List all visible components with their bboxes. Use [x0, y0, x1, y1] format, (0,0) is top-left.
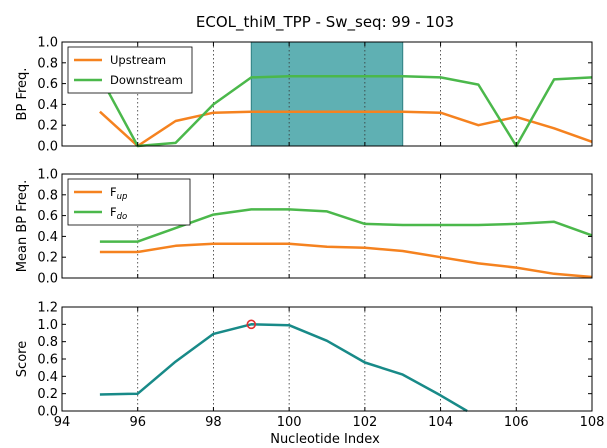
- x-tick-label: 100: [277, 415, 302, 430]
- legend-box: [67, 46, 193, 94]
- y-tick-label: 0.8: [37, 56, 58, 71]
- y-tick-label: 0.8: [37, 335, 58, 350]
- y-tick-label: 0.4: [37, 370, 58, 385]
- y-tick-label: 1.0: [37, 168, 58, 183]
- y-tick-label: 0.4: [37, 98, 58, 113]
- y-tick-label: 0.6: [37, 77, 58, 92]
- x-tick-label: 94: [54, 415, 71, 430]
- legend-entry-main: F: [110, 185, 117, 199]
- chart-title: ECOL_thiM_TPP - Sw_seq: 99 - 103: [196, 13, 454, 32]
- series-line-up: [99, 242, 593, 279]
- highlight-region: [250, 41, 404, 147]
- legend-entry: Fdo: [110, 205, 127, 222]
- y-tick-label: 0.2: [37, 119, 58, 134]
- x-tick-label: 104: [428, 415, 453, 430]
- y-axis-label: Mean BP Freq.: [15, 180, 30, 272]
- y-tick-label: 0.6: [37, 353, 58, 368]
- y-tick-label: 0.0: [37, 140, 58, 155]
- axes-frame: [61, 41, 593, 147]
- x-tick-label: 108: [580, 415, 605, 430]
- y-tick-label: 1.0: [37, 36, 58, 51]
- x-tick-label: 96: [129, 415, 146, 430]
- y-tick-label: 0.0: [37, 272, 58, 287]
- x-axis-label: Nucleotide Index: [270, 432, 380, 447]
- series-line-score: [99, 323, 468, 413]
- y-tick-label: 0.2: [37, 387, 58, 402]
- legend-entry-subscript: do: [117, 212, 128, 222]
- y-tick-label: 0.8: [37, 188, 58, 203]
- y-tick-label: 0.2: [37, 251, 58, 266]
- x-tick-label: 106: [504, 415, 529, 430]
- axes-frame: [61, 306, 593, 412]
- max-score-marker: [246, 319, 257, 330]
- legend-entry: Fup: [110, 185, 127, 202]
- series-line-downstream: [98, 75, 593, 148]
- legend-box: [67, 178, 191, 226]
- x-tick-label: 102: [352, 415, 377, 430]
- panel-bp-freq: 0.0 0.2 0.4 0.6 0.8 1.0 BP Freq. Upstream Downst…: [15, 36, 593, 155]
- y-axis-label: Score: [15, 341, 30, 377]
- y-tick-label: 1.0: [37, 318, 58, 333]
- series-line-do: [99, 208, 593, 243]
- y-tick-label: 0.0: [37, 405, 58, 420]
- legend-entry-main: F: [110, 205, 117, 219]
- axes-frame: [61, 173, 593, 279]
- y-tick-label: 0.4: [37, 230, 58, 245]
- y-tick-label: 0.6: [37, 209, 58, 224]
- y-axis-label: BP Freq.: [15, 68, 30, 121]
- legend-entry-subscript: up: [117, 192, 128, 202]
- legend-entry: Upstream: [110, 53, 166, 67]
- x-tick-label: 98: [205, 415, 222, 430]
- y-tick-label: 1.2: [37, 301, 58, 316]
- series-line-upstream: [99, 110, 593, 148]
- panel-score: 0.0 0.2 0.4 0.6 0.8 1.0 1.2 Score 94 96 98 100 102 10…: [15, 301, 604, 431]
- legend-entry: Downstream: [110, 73, 183, 87]
